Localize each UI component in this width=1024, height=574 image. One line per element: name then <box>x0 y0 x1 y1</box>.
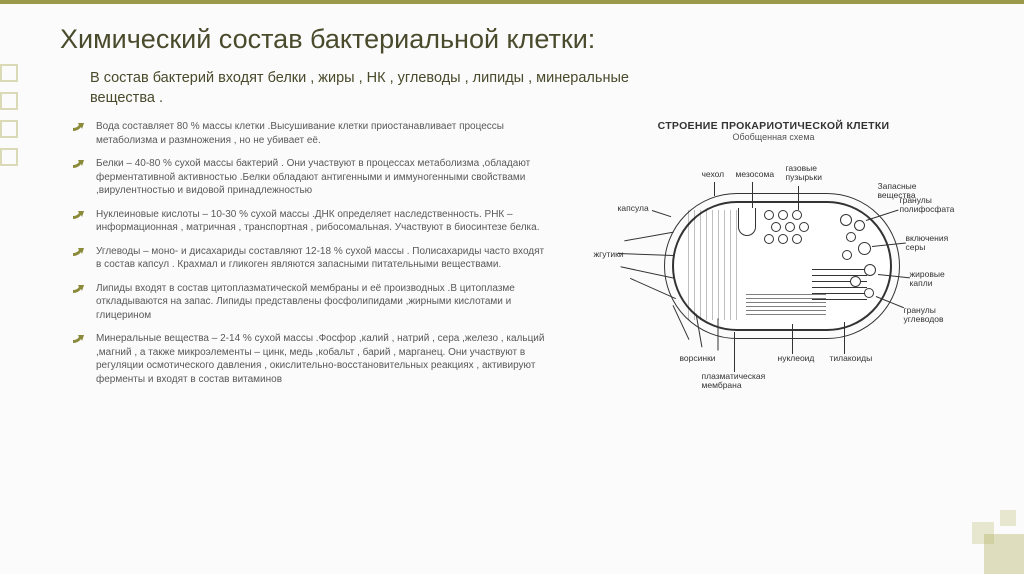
page-title: Химический состав бактериальной клетки: <box>60 24 979 55</box>
list-item: Липиды входят в состав цитоплазматическо… <box>60 282 550 323</box>
label-plazm: плазматическая мембрана <box>702 372 766 391</box>
label-gazovye: газовые пузырьки <box>786 164 822 183</box>
leader-line <box>752 182 753 208</box>
diagram-subtitle: Обобщенная схема <box>568 132 979 142</box>
label-zhirovye: жировые капли <box>910 270 945 289</box>
diagram-title: СТРОЕНИЕ ПРОКАРИОТИЧЕСКОЙ КЛЕТКИ <box>568 120 979 132</box>
list-item: Нуклеиновые кислоты – 10-30 % сухой масс… <box>60 208 550 235</box>
subtitle: В состав бактерий входят белки , жиры , … <box>60 69 660 108</box>
granule-shape <box>854 220 865 231</box>
list-item: Вода составляет 80 % массы клетки .Высуш… <box>60 120 550 147</box>
list-item: Углеводы – моно- и дисахариды составляют… <box>60 245 550 272</box>
leader-line <box>714 182 715 196</box>
label-nukleoid: нуклеоид <box>778 354 815 363</box>
bullet-text: Нуклеиновые кислоты – 10-30 % сухой масс… <box>96 208 550 235</box>
leader-line <box>798 186 799 210</box>
list-item: Белки – 40-80 % сухой массы бактерий . О… <box>60 157 550 198</box>
leader-line <box>651 210 670 217</box>
granule-shape <box>858 242 871 255</box>
bullet-arrow-icon <box>72 209 84 221</box>
bullet-arrow-icon <box>72 283 84 295</box>
granule-shape <box>864 264 876 276</box>
label-zhgutiki: жгутики <box>594 250 624 259</box>
bullet-text: Липиды входят в состав цитоплазматическо… <box>96 282 550 323</box>
bullet-text: Минеральные вещества – 2-14 % сухой масс… <box>96 332 550 386</box>
content-row: Вода составляет 80 % массы клетки .Высуш… <box>60 120 979 396</box>
bullet-arrow-icon <box>72 246 84 258</box>
granule-shape <box>864 288 874 298</box>
diagram-panel: СТРОЕНИЕ ПРОКАРИОТИЧЕСКОЙ КЛЕТКИ Обобщен… <box>568 120 979 396</box>
label-mesosoma: мезосома <box>736 170 775 179</box>
bullet-arrow-icon <box>72 333 84 345</box>
label-kapsula: капсула <box>618 204 649 213</box>
decoration-bottom-right <box>964 494 1024 574</box>
list-item: Минеральные вещества – 2-14 % сухой масс… <box>60 332 550 386</box>
label-chexol: чехол <box>702 170 725 179</box>
label-tilakoidy: тилакоиды <box>830 354 873 363</box>
bullet-text: Углеводы – моно- и дисахариды составляют… <box>96 245 550 272</box>
label-granuly-ugl: гранулы углеводов <box>904 306 944 325</box>
granule-shape <box>842 250 852 260</box>
leader-line <box>844 322 845 354</box>
slide: Химический состав бактериальной клетки: … <box>0 4 1024 416</box>
bullet-text: Белки – 40-80 % сухой массы бактерий . О… <box>96 157 550 198</box>
granule-shape <box>846 232 856 242</box>
bullet-text: Вода составляет 80 % массы клетки .Высуш… <box>96 120 550 147</box>
bullet-arrow-icon <box>72 158 84 170</box>
gas-vesicles <box>764 210 824 255</box>
cell-diagram: чехол мезосома газовые пузырьки капсула … <box>594 146 954 396</box>
label-granuly-poli: гранулы полифосфата <box>900 196 955 215</box>
bullet-arrow-icon <box>72 121 84 133</box>
mesosome-shape <box>738 208 756 236</box>
leader-line <box>734 332 735 372</box>
label-vklyucheniya: включения серы <box>906 234 949 253</box>
granule-shape <box>840 214 852 226</box>
thylakoids-shape <box>812 261 867 316</box>
granule-shape <box>850 276 861 287</box>
bullets-list: Вода составляет 80 % массы клетки .Высуш… <box>60 120 550 396</box>
label-vorsinki: ворсинки <box>680 354 716 363</box>
leader-line <box>792 324 793 354</box>
